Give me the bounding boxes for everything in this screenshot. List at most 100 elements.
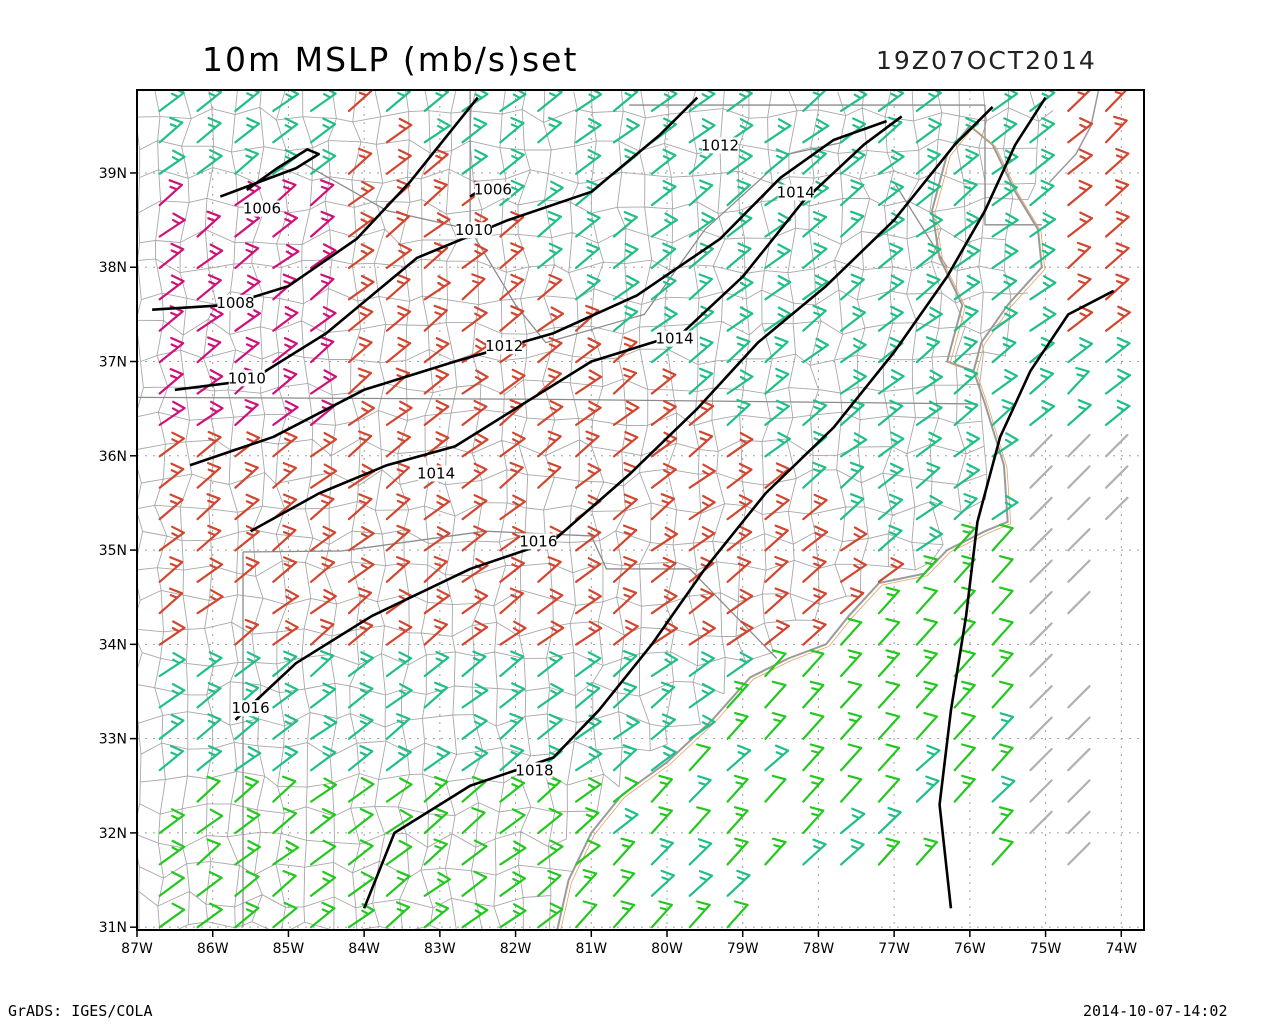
- wind-barb: [688, 211, 716, 238]
- wind-barb: [537, 336, 563, 364]
- wind-barb: [915, 617, 938, 646]
- wind-barb: [423, 90, 449, 112]
- wind-barb: [915, 649, 938, 678]
- wind-barb: [1029, 367, 1055, 395]
- wind-barb: [764, 367, 790, 395]
- wind-barb: [840, 557, 867, 583]
- wind-barb: [310, 839, 337, 866]
- tick-label-lon: 79W: [727, 941, 759, 957]
- wind-barb: [612, 714, 640, 740]
- wind-barb: [612, 650, 638, 678]
- wind-barb: [347, 682, 374, 709]
- tick-label-lat: 36N: [99, 449, 127, 465]
- wind-barb: [347, 400, 375, 426]
- wind-barb: [234, 618, 259, 646]
- wind-barb: [764, 274, 792, 301]
- wind-barb: [1029, 117, 1056, 144]
- wind-barb: [650, 713, 676, 740]
- wind-barb: [953, 399, 979, 426]
- wind-barb: [726, 774, 749, 803]
- wind-barb: [650, 869, 675, 897]
- wind-barb: [726, 869, 751, 897]
- wind-barb: [1029, 590, 1053, 615]
- wind-barb: [347, 211, 375, 238]
- wind-barb: [347, 839, 374, 866]
- latitude-axis: 31N 32N 33N 34N 35N 36N 37N 38N 39N: [99, 166, 137, 936]
- wind-barb: [1029, 747, 1053, 772]
- wind-barb: [612, 837, 636, 866]
- wind-barb: [310, 556, 336, 583]
- wind-barb: [423, 555, 448, 583]
- wind-barb: [575, 746, 603, 772]
- wind-barb: [953, 243, 981, 269]
- isobar-label: 1012: [485, 337, 523, 355]
- wind-barb: [158, 525, 185, 552]
- wind-barb: [158, 368, 184, 395]
- wind-barb: [423, 399, 450, 426]
- wind-barb: [499, 712, 524, 740]
- isobar-label-bg: [232, 700, 269, 717]
- wind-barb: [310, 493, 335, 521]
- wind-barb: [575, 777, 602, 803]
- isobar-line: [189, 119, 888, 467]
- wind-barb: [726, 432, 754, 458]
- tick-label-lon: 87W: [121, 941, 153, 957]
- wind-barb: [1029, 528, 1053, 552]
- wind-barb: [499, 273, 525, 301]
- wind-barb: [953, 431, 981, 458]
- wind-barb: [726, 149, 753, 175]
- wind-barb: [802, 148, 827, 175]
- wind-barb: [650, 462, 677, 489]
- wind-barb: [877, 305, 904, 332]
- isobar-label-bg: [455, 222, 492, 239]
- wind-barb: [537, 273, 563, 301]
- wind-barb: [953, 179, 978, 207]
- wind-barb: [915, 680, 938, 709]
- wind-barb: [764, 336, 789, 364]
- wind-barb: [991, 617, 1014, 646]
- wind-barb: [575, 337, 602, 364]
- wind-barb: [764, 118, 792, 144]
- wind-barb: [461, 714, 488, 740]
- wind-barb: [953, 211, 980, 238]
- wind-barb: [840, 90, 868, 112]
- wind-barb: [272, 462, 297, 489]
- wind-barb: [461, 494, 488, 521]
- wind-barb: [991, 274, 1018, 301]
- wind-barb: [991, 90, 1019, 112]
- wind-barb: [385, 839, 413, 866]
- wind-barb: [1105, 368, 1131, 395]
- wind-barb: [1029, 716, 1053, 740]
- wind-barb: [310, 808, 336, 835]
- wind-barb: [385, 620, 413, 646]
- wind-barb: [1105, 496, 1129, 521]
- wind-barb: [234, 556, 260, 583]
- wind-barb: [877, 431, 905, 458]
- wind-barb: [158, 902, 186, 929]
- wind-barb: [1029, 465, 1053, 489]
- tick-label-lat: 33N: [99, 732, 127, 748]
- state-border: [137, 396, 978, 405]
- wind-barb: [688, 900, 711, 929]
- wind-barb: [877, 617, 901, 646]
- wind-barb: [461, 745, 489, 772]
- wind-barb: [802, 680, 825, 709]
- wind-barb: [764, 744, 790, 772]
- wind-barb: [196, 871, 223, 897]
- wind-barb: [385, 901, 411, 929]
- wind-barb: [575, 525, 602, 552]
- wind-barb: [1067, 273, 1092, 301]
- wind-barb: [802, 399, 828, 426]
- wind-barb: [840, 179, 865, 207]
- wind-barb: [650, 148, 677, 175]
- wind-barb: [915, 306, 943, 332]
- wind-barb: [688, 651, 715, 678]
- wind-barb: [575, 400, 602, 426]
- wind-barb: [310, 714, 338, 740]
- wind-barb: [991, 180, 1018, 207]
- wind-barb: [196, 336, 222, 364]
- wind-barb: [726, 651, 754, 678]
- wind-barb: [347, 367, 373, 395]
- isobar-label: 1018: [515, 761, 553, 779]
